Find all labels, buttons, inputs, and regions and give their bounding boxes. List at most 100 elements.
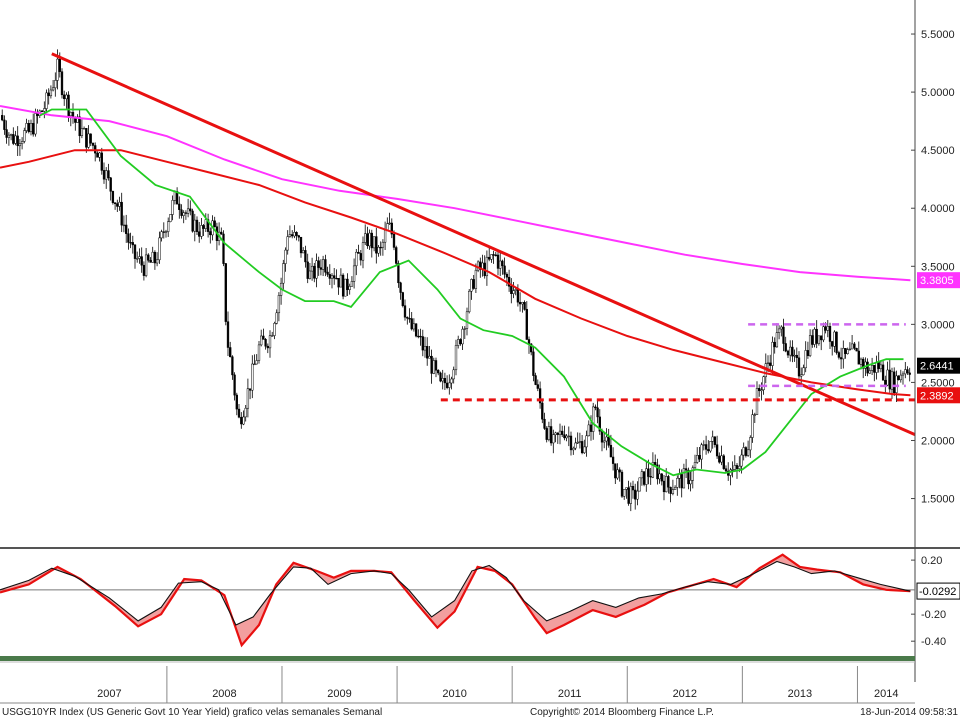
osc-y-tick-label: -0.20	[921, 609, 946, 621]
candle-body	[698, 455, 701, 460]
candle-body	[284, 249, 287, 264]
candle-body	[60, 71, 64, 96]
candle-body	[899, 374, 902, 381]
candle-body	[766, 362, 770, 364]
candle-body	[457, 339, 460, 346]
candle-body	[299, 236, 303, 254]
candle-body	[857, 350, 860, 365]
candle-body	[893, 371, 896, 394]
candle-body	[310, 265, 314, 272]
candle-body	[724, 468, 728, 472]
candle-body	[319, 267, 323, 270]
candle-body	[569, 435, 573, 451]
candle-body	[742, 447, 745, 456]
candle-body	[585, 435, 588, 448]
candle-body	[822, 326, 825, 341]
candle-body	[631, 486, 635, 491]
green-moving-average	[39, 108, 904, 477]
candle-body	[538, 388, 542, 404]
candle-body	[406, 316, 409, 319]
candle-body	[811, 335, 814, 345]
candle-body	[169, 214, 172, 222]
candle-body	[54, 80, 57, 89]
candle-body	[647, 468, 650, 477]
candle-body	[288, 234, 292, 237]
candle-body	[195, 219, 199, 232]
candle-body	[27, 123, 30, 132]
candle-body	[474, 269, 478, 289]
candle-body	[820, 335, 823, 341]
candle-body	[596, 407, 599, 418]
candle-body	[744, 447, 748, 456]
candle-body	[649, 476, 652, 478]
candle-body	[359, 253, 362, 261]
candle-body	[583, 446, 586, 454]
candle-body	[541, 402, 544, 420]
candle-body	[244, 407, 247, 418]
candle-body	[58, 58, 61, 72]
osc-y-tick-label: 0.20	[921, 555, 942, 567]
candle-body	[372, 236, 376, 249]
candle-body	[839, 357, 843, 360]
candle-body	[678, 474, 681, 479]
candle-body	[412, 323, 416, 330]
candle-body	[56, 58, 59, 81]
candle-body	[731, 469, 734, 471]
candle-body	[34, 113, 37, 135]
candle-body	[689, 480, 692, 485]
candle-body	[78, 116, 81, 137]
candle-body	[545, 428, 548, 440]
candle-body	[235, 394, 238, 410]
oscillator-badges: -0.0292	[916, 582, 960, 600]
candle-body	[492, 254, 495, 256]
candle-body	[773, 341, 776, 348]
candle-body	[488, 256, 491, 260]
candle-body	[419, 335, 422, 338]
candle-body	[321, 259, 325, 270]
x-tick-label: 2007	[97, 688, 121, 700]
candle-body	[800, 374, 803, 377]
candle-body	[178, 203, 181, 210]
candle-body	[713, 436, 717, 445]
candle-body	[514, 289, 517, 291]
candle-body	[96, 152, 99, 158]
candle-body	[3, 119, 6, 130]
candle-body	[32, 123, 35, 135]
osc-last-value-label: -0.0292	[919, 586, 956, 598]
candle-body	[69, 112, 72, 117]
candle-body	[306, 261, 309, 279]
candle-body	[574, 442, 577, 449]
candle-body	[817, 335, 821, 344]
candle-body	[209, 231, 212, 236]
candle-body	[397, 263, 400, 284]
candle-body	[233, 374, 236, 396]
candle-body	[1, 115, 4, 121]
candle-body	[842, 348, 845, 360]
candle-body	[91, 142, 95, 146]
candle-body	[315, 260, 318, 279]
candle-body	[262, 335, 265, 340]
candle-body	[226, 321, 230, 348]
y-tick-label: 2.5000	[921, 377, 955, 389]
last-value-badge	[917, 387, 960, 404]
candle-body	[350, 281, 354, 287]
candle-body	[426, 346, 429, 359]
y-tick-label: 4.0000	[921, 203, 955, 215]
candle-body	[448, 382, 451, 388]
candle-body	[667, 476, 670, 488]
candle-body	[786, 350, 790, 356]
timeline-scroll-strip[interactable]	[0, 656, 915, 661]
candle-body	[144, 254, 148, 276]
candle-body	[815, 328, 818, 344]
x-tick-label: 2013	[788, 688, 812, 700]
candle-body	[67, 94, 70, 117]
candle-body	[85, 128, 88, 148]
candle-body	[9, 134, 13, 136]
candle-body	[242, 416, 245, 425]
candle-body	[439, 372, 442, 382]
candle-body	[844, 348, 847, 354]
candle-body	[355, 251, 358, 267]
candle-body	[452, 369, 455, 380]
candle-body	[642, 471, 646, 485]
candle-body	[870, 365, 874, 371]
